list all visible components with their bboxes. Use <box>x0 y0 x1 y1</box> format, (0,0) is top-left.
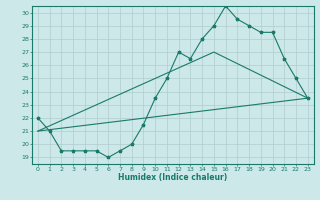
X-axis label: Humidex (Indice chaleur): Humidex (Indice chaleur) <box>118 173 228 182</box>
